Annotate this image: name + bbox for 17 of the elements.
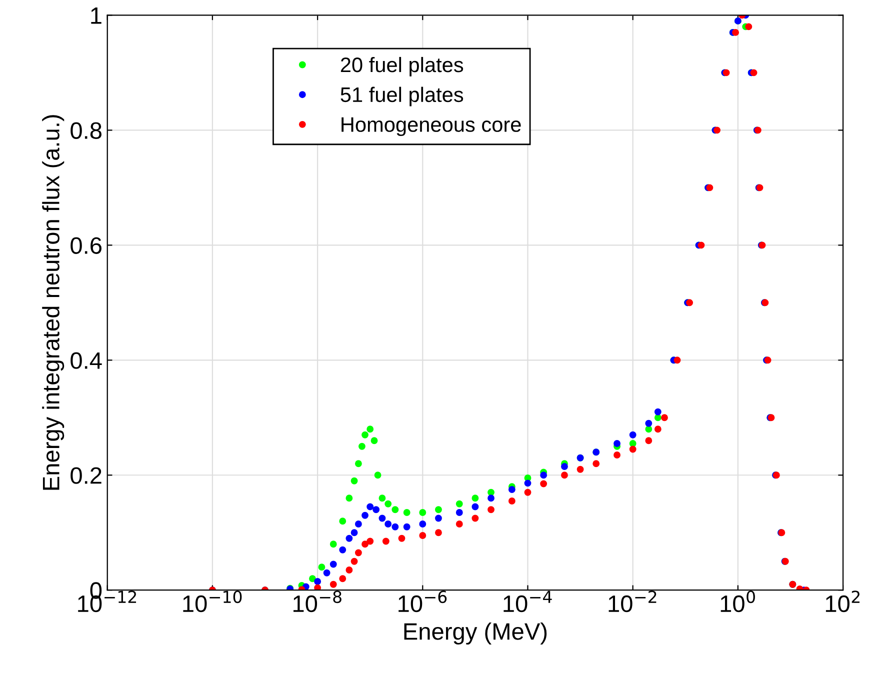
y-axis-title: Energy integrated neutron flux (a.u.) bbox=[42, 115, 64, 490]
x-tick-label: 10$^{0}$ bbox=[720, 590, 755, 612]
y-tick-label: 1 bbox=[91, 8, 102, 24]
legend-label: 51 fuel plates bbox=[340, 86, 464, 106]
x-tick-label: 10$^{−10}$ bbox=[183, 590, 242, 612]
x-tick-label: 10$^{−6}$ bbox=[398, 590, 447, 612]
y-tick-label: 0.6 bbox=[70, 237, 102, 254]
y-tick-label: 0.2 bbox=[70, 467, 102, 484]
y-tick-label: 0.8 bbox=[70, 122, 102, 139]
legend-label: Homogeneous core bbox=[342, 117, 521, 136]
y-tick-label: 0.4 bbox=[70, 352, 102, 369]
legend-label: 20 fuel plates bbox=[340, 56, 464, 76]
x-axis-title: Energy (MeV) bbox=[404, 622, 547, 645]
x-tick-label: 10$^{−4}$ bbox=[504, 590, 552, 612]
x-tick-label: 10$^{−8}$ bbox=[294, 590, 342, 612]
x-tick-label: 10$^{−2}$ bbox=[608, 590, 656, 612]
x-tick-label: 10$^{2}$ bbox=[826, 590, 860, 612]
